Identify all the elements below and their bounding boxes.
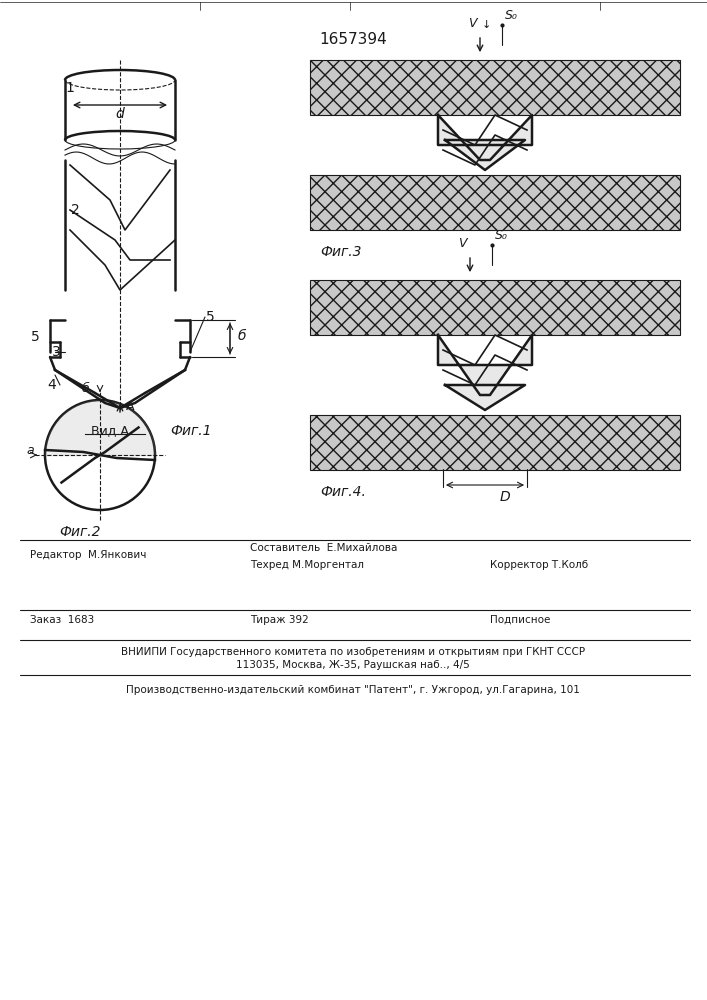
Text: б: б bbox=[238, 329, 247, 343]
Bar bbox=[310, 280, 680, 335]
Text: d: d bbox=[116, 107, 124, 121]
Text: ВНИИПИ Государственного комитета по изобретениям и открытиям при ГКНТ СССР: ВНИИПИ Государственного комитета по изоб… bbox=[121, 647, 585, 657]
Text: Техред М.Моргентал: Техред М.Моргентал bbox=[250, 560, 364, 570]
Text: 1: 1 bbox=[66, 81, 74, 95]
Bar bbox=[310, 415, 680, 470]
Text: Фиг.1: Фиг.1 bbox=[170, 424, 211, 438]
Text: Вид А: Вид А bbox=[91, 424, 129, 437]
Text: Фиг.3: Фиг.3 bbox=[320, 245, 361, 259]
Text: Производственно-издательский комбинат "Патент", г. Ужгород, ул.Гагарина, 101: Производственно-издательский комбинат "П… bbox=[126, 685, 580, 695]
Text: Тираж 392: Тираж 392 bbox=[250, 615, 309, 625]
Polygon shape bbox=[438, 115, 532, 160]
Text: 3: 3 bbox=[52, 345, 60, 359]
Text: ↓: ↓ bbox=[482, 20, 491, 30]
Text: 113035, Москва, Ж-35, Раушская наб.., 4/5: 113035, Москва, Ж-35, Раушская наб.., 4/… bbox=[236, 660, 470, 670]
Polygon shape bbox=[445, 385, 525, 410]
Text: а: а bbox=[26, 444, 34, 456]
Text: Составитель  Е.Михайлова: Составитель Е.Михайлова bbox=[250, 543, 397, 553]
Text: Корректор Т.Колб: Корректор Т.Колб bbox=[490, 560, 588, 570]
Text: б: б bbox=[81, 381, 89, 394]
Text: S₀: S₀ bbox=[505, 9, 518, 22]
Text: 1657394: 1657394 bbox=[319, 32, 387, 47]
Text: 2: 2 bbox=[71, 203, 79, 217]
Polygon shape bbox=[445, 140, 525, 170]
Text: Фиг.2: Фиг.2 bbox=[59, 525, 101, 539]
Text: 4: 4 bbox=[47, 378, 57, 392]
Bar bbox=[310, 175, 680, 230]
Text: V: V bbox=[468, 17, 477, 30]
Text: 5: 5 bbox=[30, 330, 40, 344]
Text: Заказ  1683: Заказ 1683 bbox=[30, 615, 94, 625]
Text: А: А bbox=[126, 399, 134, 412]
Polygon shape bbox=[438, 335, 532, 395]
Text: Подписное: Подписное bbox=[490, 615, 550, 625]
Text: 5: 5 bbox=[206, 310, 214, 324]
Bar bbox=[310, 60, 680, 115]
Text: Фиг.4.: Фиг.4. bbox=[320, 485, 366, 499]
Text: S₀: S₀ bbox=[495, 229, 508, 242]
Text: V: V bbox=[457, 237, 466, 250]
Text: Редактор  М.Янкович: Редактор М.Янкович bbox=[30, 550, 146, 560]
Text: D: D bbox=[500, 490, 510, 504]
